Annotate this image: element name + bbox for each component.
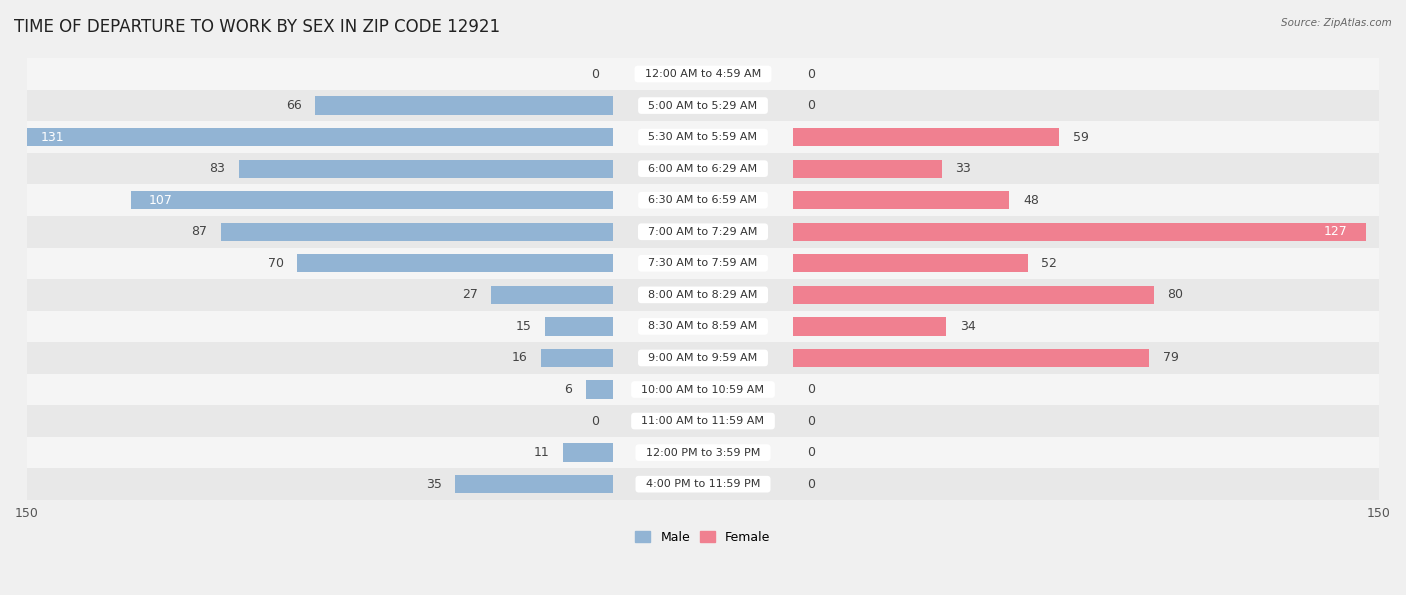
Text: 34: 34 xyxy=(960,320,976,333)
Bar xyxy=(297,254,613,273)
Text: 8:00 AM to 8:29 AM: 8:00 AM to 8:29 AM xyxy=(641,290,765,300)
Text: 127: 127 xyxy=(1324,226,1347,238)
Text: 52: 52 xyxy=(1040,257,1057,270)
Text: 11: 11 xyxy=(534,446,550,459)
Bar xyxy=(27,58,1379,90)
Text: 0: 0 xyxy=(807,67,814,80)
Bar xyxy=(27,374,1379,405)
Bar xyxy=(27,121,1379,153)
Text: 48: 48 xyxy=(1024,194,1039,206)
Bar xyxy=(27,248,1379,279)
Bar xyxy=(27,184,1379,216)
Text: 4:00 PM to 11:59 PM: 4:00 PM to 11:59 PM xyxy=(638,479,768,489)
Bar xyxy=(793,159,942,178)
Text: 0: 0 xyxy=(592,67,599,80)
Text: 11:00 AM to 11:59 AM: 11:00 AM to 11:59 AM xyxy=(634,416,772,426)
Bar xyxy=(793,317,946,336)
Bar xyxy=(546,317,613,336)
Bar xyxy=(315,96,613,115)
Bar xyxy=(491,286,613,304)
Text: 107: 107 xyxy=(149,194,173,206)
Bar xyxy=(793,286,1154,304)
Bar xyxy=(27,153,1379,184)
Text: 70: 70 xyxy=(267,257,284,270)
Text: 6:00 AM to 6:29 AM: 6:00 AM to 6:29 AM xyxy=(641,164,765,174)
Bar xyxy=(22,128,613,146)
Bar xyxy=(27,216,1379,248)
Text: Source: ZipAtlas.com: Source: ZipAtlas.com xyxy=(1281,18,1392,28)
Text: 10:00 AM to 10:59 AM: 10:00 AM to 10:59 AM xyxy=(634,384,772,394)
Text: 83: 83 xyxy=(209,162,225,175)
Bar xyxy=(456,475,613,493)
Text: 8:30 AM to 8:59 AM: 8:30 AM to 8:59 AM xyxy=(641,321,765,331)
Text: TIME OF DEPARTURE TO WORK BY SEX IN ZIP CODE 12921: TIME OF DEPARTURE TO WORK BY SEX IN ZIP … xyxy=(14,18,501,36)
Text: 131: 131 xyxy=(41,131,65,143)
Text: 87: 87 xyxy=(191,226,207,238)
Bar xyxy=(27,279,1379,311)
Text: 35: 35 xyxy=(426,478,441,491)
Bar xyxy=(793,128,1059,146)
Text: 12:00 AM to 4:59 AM: 12:00 AM to 4:59 AM xyxy=(638,69,768,79)
Legend: Male, Female: Male, Female xyxy=(630,525,776,549)
Bar xyxy=(239,159,613,178)
Text: 0: 0 xyxy=(807,478,814,491)
Bar xyxy=(221,223,613,241)
Bar xyxy=(27,342,1379,374)
Bar xyxy=(793,223,1365,241)
Bar xyxy=(27,90,1379,121)
Text: 16: 16 xyxy=(512,352,527,365)
Bar xyxy=(27,468,1379,500)
Text: 66: 66 xyxy=(285,99,302,112)
Text: 5:00 AM to 5:29 AM: 5:00 AM to 5:29 AM xyxy=(641,101,765,111)
Text: 7:30 AM to 7:59 AM: 7:30 AM to 7:59 AM xyxy=(641,258,765,268)
Bar xyxy=(586,380,613,399)
Bar xyxy=(793,349,1149,367)
Text: 27: 27 xyxy=(461,289,478,301)
Text: 80: 80 xyxy=(1167,289,1184,301)
Text: 0: 0 xyxy=(807,383,814,396)
Bar xyxy=(793,254,1028,273)
Text: 7:00 AM to 7:29 AM: 7:00 AM to 7:29 AM xyxy=(641,227,765,237)
Text: 6:30 AM to 6:59 AM: 6:30 AM to 6:59 AM xyxy=(641,195,765,205)
Text: 0: 0 xyxy=(807,99,814,112)
Text: 0: 0 xyxy=(807,446,814,459)
Bar xyxy=(27,311,1379,342)
Text: 0: 0 xyxy=(807,415,814,428)
Bar xyxy=(27,437,1379,468)
Text: 0: 0 xyxy=(592,415,599,428)
Text: 59: 59 xyxy=(1073,131,1088,143)
Bar xyxy=(541,349,613,367)
Text: 12:00 PM to 3:59 PM: 12:00 PM to 3:59 PM xyxy=(638,447,768,458)
Bar xyxy=(564,443,613,462)
Bar xyxy=(793,191,1010,209)
Text: 6: 6 xyxy=(564,383,572,396)
Text: 5:30 AM to 5:59 AM: 5:30 AM to 5:59 AM xyxy=(641,132,765,142)
Text: 79: 79 xyxy=(1163,352,1178,365)
Bar xyxy=(27,405,1379,437)
Text: 15: 15 xyxy=(516,320,531,333)
Text: 33: 33 xyxy=(956,162,972,175)
Text: 9:00 AM to 9:59 AM: 9:00 AM to 9:59 AM xyxy=(641,353,765,363)
Bar xyxy=(131,191,613,209)
